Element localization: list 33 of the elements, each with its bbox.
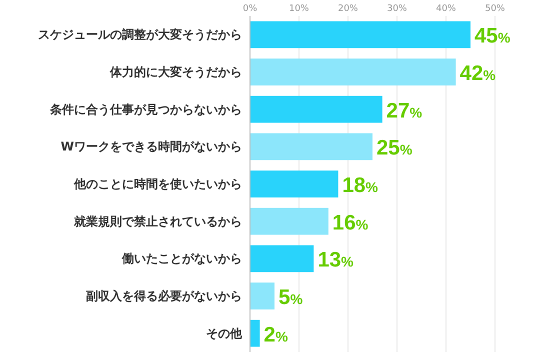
x-tick-label: 50% [484,4,506,14]
x-tick-label: 40% [436,4,456,14]
x-tick-label: 30% [386,4,408,14]
data-label: 5% [278,286,304,309]
bar [250,208,328,235]
data-label: 13% [318,248,354,272]
y-tick-label: スケジュールの調整が大変そうだから [38,28,242,42]
data-label: 45% [474,24,511,48]
data-label: 25% [376,136,413,160]
data-label: 2% [264,323,288,346]
bar [250,21,470,48]
y-tick-label: 働いたことがないから [121,252,242,266]
x-tick-label: 20% [338,4,358,14]
bar [250,282,274,310]
y-tick-label: 他のことに時間を使いたいから [73,177,242,191]
y-tick-label: 条件に合う仕事が見つからないから [49,102,242,116]
bar [250,320,260,347]
bar [250,133,372,160]
data-label: 16% [332,211,369,234]
bar [250,58,456,86]
bar [250,245,314,272]
bar [250,96,382,123]
data-label: 18% [342,174,379,197]
x-tick-label: 0% [242,4,258,14]
y-tick-label: 副収入を得る必要がないから [86,289,242,303]
y-tick-label: その他 [206,326,243,340]
y-tick-label: 体力的に大変そうだから [109,65,242,79]
y-tick-label: 就業規則で禁止されているから [73,214,242,228]
data-label: 27% [386,99,423,122]
bar [250,170,338,198]
x-tick-label: 10% [288,4,310,14]
data-label: 42% [460,62,496,85]
y-tick-label: Wワークをできる時間がないから [60,140,242,154]
